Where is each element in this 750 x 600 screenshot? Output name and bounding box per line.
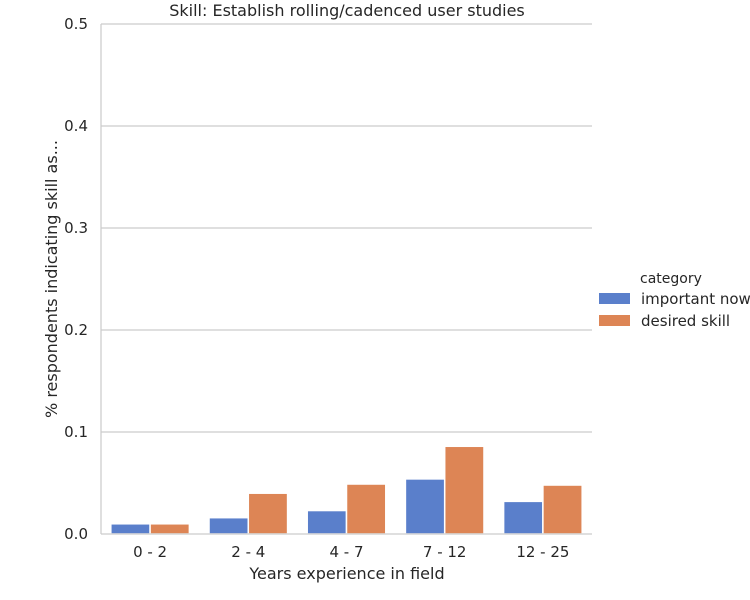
y-axis-title: % respondents indicating skill as... bbox=[42, 140, 61, 418]
x-tick-label: 7 - 12 bbox=[423, 543, 467, 561]
legend-label-desired-skill: desired skill bbox=[641, 312, 730, 330]
y-tick-label: 0.5 bbox=[64, 15, 88, 33]
bar-desired-skill-2 bbox=[345, 483, 387, 535]
y-tick-label: 0.0 bbox=[64, 525, 88, 543]
x-tick-label: 12 - 25 bbox=[516, 543, 569, 561]
legend-title: category bbox=[640, 271, 702, 287]
legend-swatch-desired-skill bbox=[599, 315, 630, 326]
bar-important-now-1 bbox=[208, 516, 250, 535]
chart-title: Skill: Establish rolling/cadenced user s… bbox=[169, 1, 525, 20]
x-tick-label: 0 - 2 bbox=[133, 543, 167, 561]
bar-important-now-3 bbox=[404, 478, 446, 535]
legend-label-important-now: important now bbox=[641, 290, 750, 308]
legend: category important now desired skill bbox=[599, 271, 750, 330]
bar-important-now-2 bbox=[306, 509, 348, 535]
y-tick-label: 0.1 bbox=[64, 423, 88, 441]
bars bbox=[110, 445, 583, 535]
x-tick-label: 2 - 4 bbox=[231, 543, 265, 561]
bar-desired-skill-4 bbox=[542, 484, 583, 535]
gridlines bbox=[101, 23, 592, 433]
y-tick-label: 0.4 bbox=[64, 117, 88, 135]
x-axis-title: Years experience in field bbox=[248, 564, 444, 583]
y-tick-label: 0.3 bbox=[64, 219, 88, 237]
x-tick-labels: 0 - 2 2 - 4 4 - 7 7 - 12 12 - 25 bbox=[133, 543, 569, 561]
bar-desired-skill-1 bbox=[247, 492, 289, 535]
bar-important-now-4 bbox=[502, 500, 544, 535]
bar-desired-skill-0 bbox=[149, 523, 191, 535]
x-tick-label: 4 - 7 bbox=[329, 543, 363, 561]
legend-swatch-important-now bbox=[599, 293, 630, 304]
y-tick-label: 0.2 bbox=[64, 321, 88, 339]
y-tick-labels: 0.0 0.1 0.2 0.3 0.4 0.5 bbox=[64, 15, 88, 543]
bar-desired-skill-3 bbox=[443, 445, 485, 535]
bar-important-now-0 bbox=[110, 523, 151, 535]
